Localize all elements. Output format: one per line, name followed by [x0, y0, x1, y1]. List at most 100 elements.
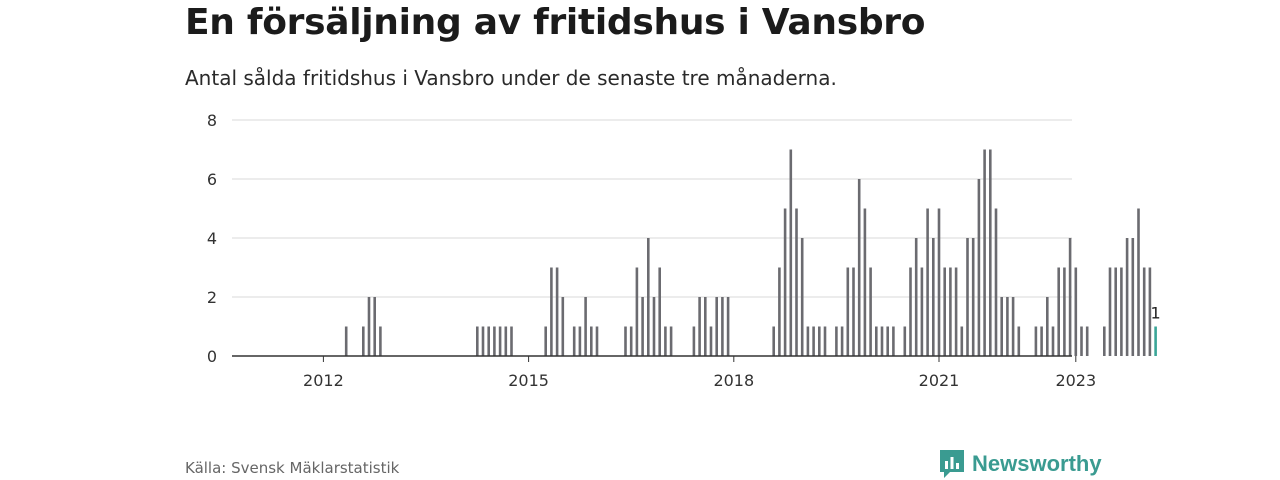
bar [595, 326, 599, 356]
bar [1120, 267, 1123, 356]
bar [966, 238, 969, 356]
bar [920, 267, 924, 356]
bar [1085, 326, 1089, 356]
bar [584, 297, 587, 356]
bar [1063, 267, 1066, 356]
bars [344, 149, 1157, 356]
bar [977, 179, 981, 356]
bar [1137, 208, 1140, 356]
bar [1057, 267, 1060, 356]
bar [664, 326, 667, 356]
bar [1131, 238, 1135, 356]
bar [721, 297, 724, 356]
bar [1068, 238, 1072, 356]
y-tick-label: 4 [207, 229, 217, 248]
bar [823, 326, 827, 356]
bar [932, 238, 935, 356]
bar [504, 326, 508, 356]
bar [1074, 267, 1078, 356]
bar [487, 326, 490, 356]
bar [789, 149, 793, 356]
bar [590, 326, 593, 356]
bar [715, 297, 718, 356]
last-value-label: 1 [1151, 304, 1161, 323]
bar [726, 297, 730, 356]
bar [875, 326, 878, 356]
bar [949, 267, 952, 356]
bar [481, 326, 485, 356]
bar [698, 297, 701, 356]
bar [555, 267, 559, 356]
bar [943, 267, 946, 356]
bar [1103, 326, 1106, 356]
axes: 0 2 4 6 8 2012 2015 2018 2021 2023 [207, 111, 1096, 390]
y-tick-label: 6 [207, 170, 217, 189]
bar [704, 297, 707, 356]
bar [960, 326, 964, 356]
bar [954, 267, 958, 356]
bar [1011, 297, 1015, 356]
bar [1142, 267, 1146, 356]
bar [1080, 326, 1083, 356]
bar [852, 267, 855, 356]
bar [658, 267, 661, 356]
x-tick-label: 2012 [303, 371, 344, 390]
y-tick-label: 2 [207, 288, 217, 307]
bar [498, 326, 502, 356]
brand-logo[interactable]: Newsworthy [938, 448, 1102, 480]
bar [493, 326, 496, 356]
bar [840, 326, 844, 356]
bar [903, 326, 907, 356]
x-tick-label: 2021 [919, 371, 960, 390]
bar [994, 208, 998, 356]
bar [1040, 326, 1043, 356]
bar-chart: 0 2 4 6 8 2012 2015 2018 2021 2023 1 [207, 111, 1161, 390]
bar [652, 297, 656, 356]
bar [578, 326, 582, 356]
bar [857, 179, 861, 356]
bar [989, 149, 992, 356]
bar [846, 267, 850, 356]
source-note: Källa: Svensk Mäklarstatistik [185, 459, 400, 477]
bar [783, 208, 787, 356]
y-tick-label: 8 [207, 111, 217, 130]
bar [1125, 238, 1129, 356]
bar [692, 326, 696, 356]
bar [971, 238, 975, 356]
bar [344, 326, 348, 356]
bar [983, 149, 986, 356]
bar [800, 238, 804, 356]
bar [647, 238, 650, 356]
x-tick-label: 2015 [508, 371, 549, 390]
bar [572, 326, 576, 356]
bar [367, 297, 371, 356]
bar [1000, 297, 1003, 356]
labels: 1 [1151, 304, 1161, 323]
bar [772, 326, 775, 356]
bar [892, 326, 895, 356]
bar [1114, 267, 1117, 356]
bar [379, 326, 382, 356]
bar [795, 208, 798, 356]
bar [550, 267, 553, 356]
bar [1046, 297, 1049, 356]
bar [886, 326, 889, 356]
bar [909, 267, 912, 356]
bar [1006, 297, 1009, 356]
bar [818, 326, 821, 356]
bar [812, 326, 815, 356]
bar [641, 297, 644, 356]
bar [1051, 326, 1055, 356]
chart-subtitle: Antal sålda fritidshus i Vansbro under d… [185, 66, 837, 90]
bar [1108, 267, 1112, 356]
x-tick-label: 2018 [713, 371, 754, 390]
bar [1148, 267, 1152, 356]
bar [778, 267, 781, 356]
bar [709, 326, 713, 356]
bar [926, 208, 929, 356]
bar [669, 326, 673, 356]
y-tick-label: 0 [207, 347, 217, 366]
bar [362, 326, 365, 356]
bar [629, 326, 633, 356]
bar [880, 326, 884, 356]
